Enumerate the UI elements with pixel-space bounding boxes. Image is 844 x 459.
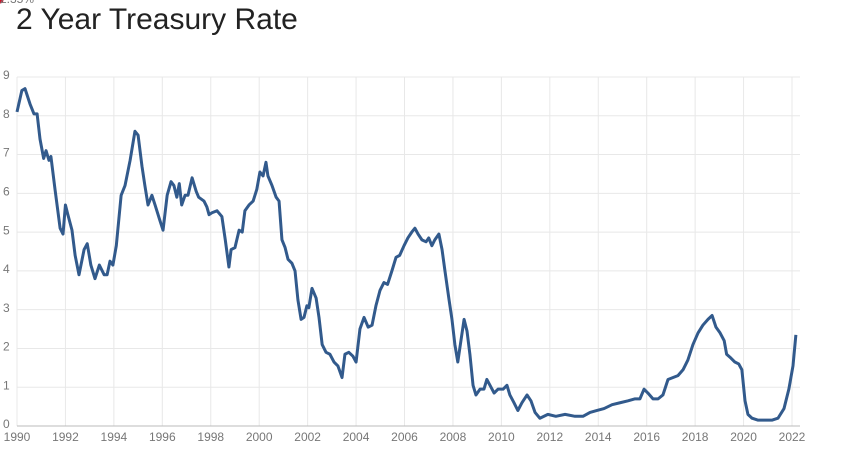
y-tick-label: 5 <box>3 223 10 237</box>
y-tick-label: 3 <box>3 301 10 315</box>
y-tick-label: 9 <box>3 68 10 82</box>
x-tick-label: 2006 <box>391 430 418 444</box>
x-tick-label: 2022 <box>779 430 806 444</box>
x-tick-label: 2002 <box>294 430 321 444</box>
y-tick-label: 6 <box>3 185 10 199</box>
y-tick-label: 0 <box>3 417 10 431</box>
y-tick-label: 8 <box>3 107 10 121</box>
y-tick-label: 4 <box>3 262 10 276</box>
x-tick-label: 2000 <box>246 430 273 444</box>
x-tick-label: 2016 <box>633 430 660 444</box>
y-tick-label: 2 <box>3 340 10 354</box>
x-tick-label: 2012 <box>536 430 563 444</box>
x-tick-label: 1994 <box>101 430 128 444</box>
y-tick-label: 1 <box>3 378 10 392</box>
chart-title: 2 Year Treasury Rate <box>16 3 298 36</box>
x-tick-label: 1996 <box>149 430 176 444</box>
x-tick-label: 2014 <box>585 430 612 444</box>
line <box>15 87 798 422</box>
x-tick-label: 2008 <box>440 430 467 444</box>
point-marker <box>0 0 4 4</box>
y-tick-label: 7 <box>3 146 10 160</box>
x-tick-label: 1998 <box>197 430 224 444</box>
x-tick-label: 2018 <box>682 430 709 444</box>
x-tick-label: 1990 <box>4 430 31 444</box>
x-tick-label: 2010 <box>488 430 515 444</box>
x-tick-label: 1992 <box>52 430 79 444</box>
value-label: 2.35% <box>0 0 34 6</box>
x-tick-label: 2004 <box>343 430 370 444</box>
x-tick-label: 2020 <box>730 430 757 444</box>
